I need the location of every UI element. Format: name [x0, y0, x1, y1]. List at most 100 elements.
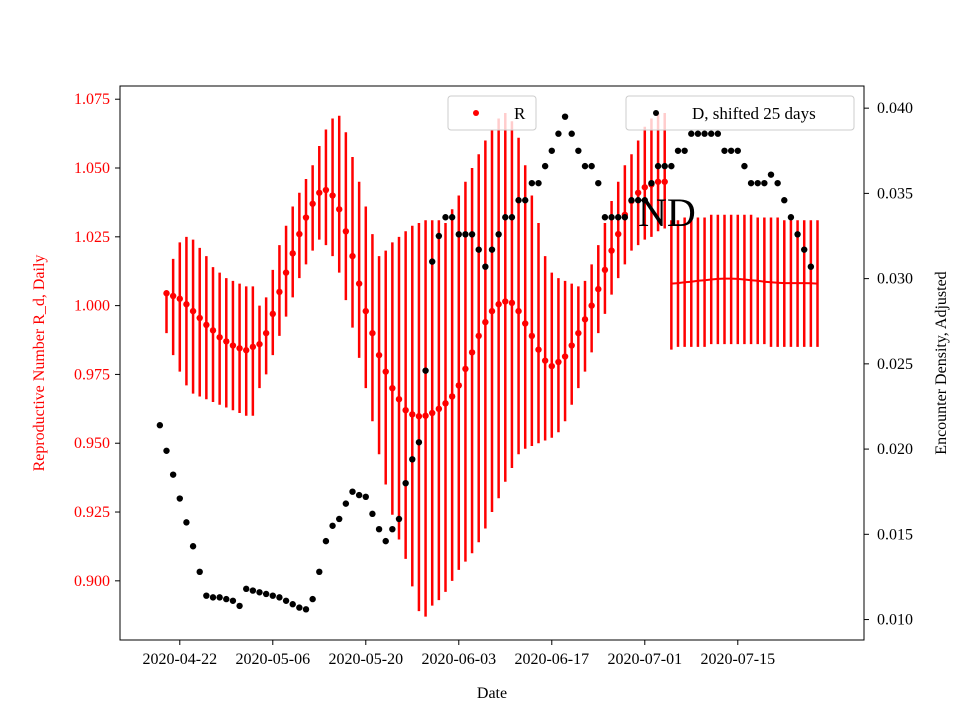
d-point: [555, 130, 562, 137]
d-point: [595, 179, 602, 187]
d-point: [628, 197, 635, 204]
legend-d-label: D, shifted 25 days: [692, 104, 816, 123]
r-point: [435, 405, 443, 413]
d-point: [688, 130, 695, 137]
d-point: [727, 147, 735, 154]
r-point: [488, 307, 496, 315]
d-point: [269, 592, 276, 599]
d-point: [262, 590, 270, 598]
d-point: [429, 258, 436, 265]
d-point: [754, 179, 761, 187]
y-right-axis: 0.010 0.015 0.020 0.025 0.030 0.035 0.040: [864, 100, 913, 629]
r-point: [223, 338, 230, 345]
d-point: [721, 147, 728, 154]
y-left-tick-label: 0.975: [74, 366, 110, 383]
r-point: [641, 184, 648, 191]
d-point: [409, 456, 416, 463]
r-point: [389, 384, 396, 392]
y-left-tick-label: 0.950: [74, 435, 110, 452]
d-point: [774, 179, 781, 187]
r-point: [422, 412, 429, 419]
d-point: [375, 526, 383, 533]
d-point: [156, 422, 164, 429]
d-point: [488, 246, 496, 253]
r-forecast-line-group: [671, 277, 818, 285]
d-point: [734, 147, 741, 154]
r-point: [236, 345, 243, 352]
d-point: [183, 519, 190, 526]
y-right-tick-label: 0.010: [877, 612, 913, 629]
d-point: [209, 594, 217, 601]
d-point: [575, 147, 582, 154]
d-point: [701, 130, 708, 137]
y-left-tick-label: 1.000: [74, 298, 110, 315]
r-point: [502, 298, 509, 305]
d-point: [621, 214, 629, 221]
d-point: [634, 197, 642, 204]
y-right-axis-title: Encounter Density, Adjusted: [933, 271, 950, 454]
r-point: [595, 285, 602, 293]
d-point: [495, 231, 502, 238]
d-point: [322, 537, 330, 545]
y-left-tick-label: 0.925: [74, 504, 110, 521]
r-point: [216, 334, 223, 341]
d-point: [794, 231, 801, 238]
d-point: [402, 479, 409, 487]
r-point: [528, 332, 536, 340]
d-point: [714, 130, 722, 137]
d-point: [608, 214, 615, 221]
r-point: [256, 340, 263, 348]
r-point: [369, 329, 376, 337]
r-point: [409, 411, 416, 418]
d-point: [362, 493, 369, 501]
d-point: [249, 587, 257, 594]
d-point: [462, 231, 469, 238]
r-point: [349, 252, 356, 260]
r-point: [169, 292, 177, 300]
r-point: [395, 395, 403, 403]
d-point: [541, 162, 549, 170]
d-point: [561, 113, 569, 120]
d-point: [548, 147, 555, 154]
r-point: [415, 413, 423, 420]
d-point: [528, 179, 536, 187]
x-tick-label: 2020-04-22: [142, 651, 217, 668]
r-point: [462, 365, 469, 373]
d-point: [415, 439, 423, 446]
r-point: [482, 318, 489, 326]
r-point: [329, 192, 336, 199]
legend-d-marker: [653, 110, 659, 116]
d-point: [296, 604, 303, 611]
d-point: [767, 171, 775, 178]
r-point: [269, 310, 276, 318]
r-point: [555, 358, 562, 366]
r-point: [382, 368, 389, 375]
d-point: [455, 231, 462, 238]
d-point: [243, 585, 250, 593]
plot-frame: [119, 85, 865, 641]
d-point: [508, 214, 516, 221]
d-point: [515, 197, 522, 204]
r-point: [342, 228, 350, 235]
r-point: [608, 247, 615, 254]
d-point: [654, 162, 662, 170]
d-point: [641, 197, 648, 204]
r-point: [362, 307, 369, 315]
x-tick-label: 2020-05-20: [328, 651, 403, 668]
d-point: [282, 597, 290, 604]
d-point: [336, 515, 343, 523]
r-point: [455, 382, 462, 389]
d-point: [276, 594, 283, 601]
d-point: [448, 214, 456, 221]
d-point: [601, 214, 609, 221]
r-point: [475, 332, 482, 340]
x-axis-title: Date: [477, 685, 507, 702]
y-left-axis: 0.900 0.925 0.950 0.975 1.000 1.025 1.050 1.075: [74, 91, 120, 590]
d-point: [349, 488, 356, 495]
r-point: [296, 230, 303, 238]
r-point: [322, 186, 330, 194]
r-point: [634, 189, 642, 196]
d-point: [176, 495, 183, 502]
r-point: [402, 406, 409, 414]
d-point: [309, 595, 316, 603]
